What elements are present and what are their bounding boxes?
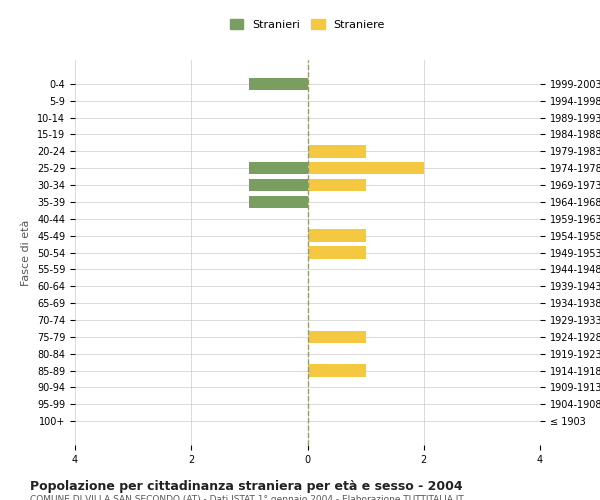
Bar xyxy=(250,78,308,90)
Bar xyxy=(308,178,365,192)
Bar xyxy=(250,178,308,192)
Bar xyxy=(308,162,424,174)
Bar xyxy=(308,246,365,259)
Bar xyxy=(308,330,365,343)
Text: Popolazione per cittadinanza straniera per età e sesso - 2004: Popolazione per cittadinanza straniera p… xyxy=(30,480,463,493)
Y-axis label: Fasce di età: Fasce di età xyxy=(22,220,31,286)
Text: COMUNE DI VILLA SAN SECONDO (AT) - Dati ISTAT 1° gennaio 2004 - Elaborazione TUT: COMUNE DI VILLA SAN SECONDO (AT) - Dati … xyxy=(30,495,464,500)
Bar xyxy=(250,196,308,208)
Bar xyxy=(250,162,308,174)
Legend: Stranieri, Straniere: Stranieri, Straniere xyxy=(227,16,388,33)
Bar xyxy=(308,364,365,377)
Bar xyxy=(308,145,365,158)
Bar xyxy=(308,230,365,242)
